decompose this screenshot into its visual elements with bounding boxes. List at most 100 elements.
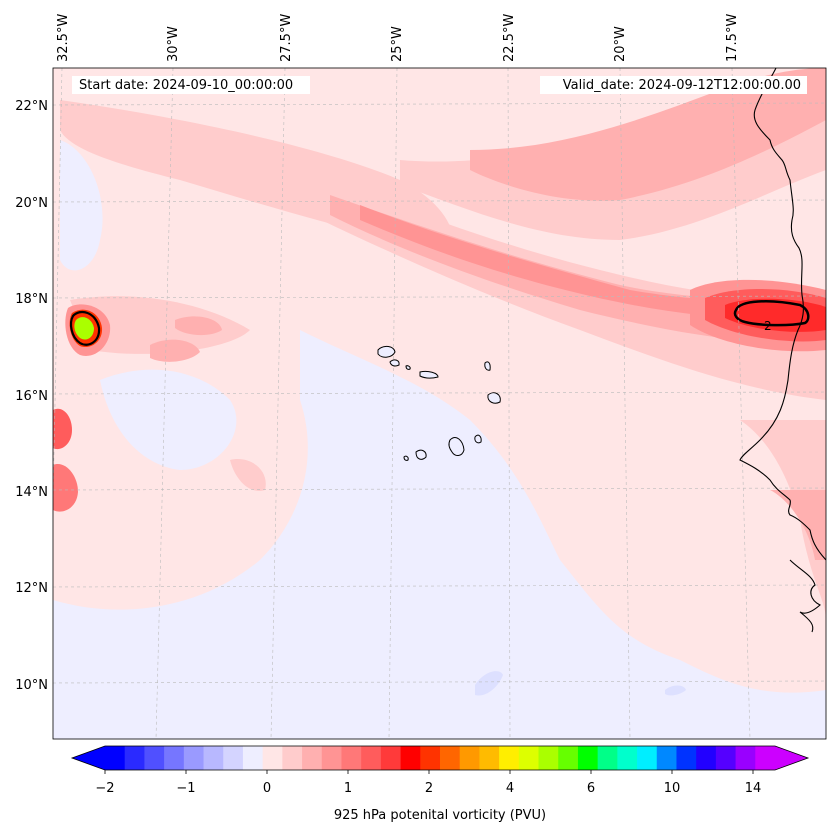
colorbar-cell	[341, 746, 362, 770]
colorbar-cell	[144, 746, 165, 770]
negative-pv-area	[53, 330, 826, 739]
colorbar-title: 925 hPa potenital vorticity (PVU)	[333, 808, 547, 823]
colorbar-tick-label: 4	[506, 781, 514, 796]
colorbar-cell	[479, 746, 500, 770]
colorbar-cell	[242, 746, 264, 770]
island-sao-vicente	[389, 359, 400, 367]
island-fogo	[415, 449, 427, 460]
island-santa-luzia	[405, 365, 411, 370]
lat-label: 20°N	[15, 196, 48, 211]
colorbar-tick-label: 0	[263, 781, 271, 796]
colorbar-tick-label: 6	[587, 781, 595, 796]
pv-band-upper	[470, 68, 826, 201]
start-date-box	[72, 76, 310, 94]
colorbar-cell	[203, 746, 224, 770]
island-boa-vista	[487, 392, 501, 404]
lon-label: 27.5°W	[279, 14, 294, 62]
island-brava	[403, 455, 409, 461]
valid-date-box	[540, 76, 807, 94]
colorbar-tick-label: −1	[176, 781, 195, 796]
colorbar-tick-label: −2	[95, 781, 114, 796]
lon-label: 30°W	[166, 26, 181, 62]
colorbar: −2 −1 0 1 2 4 6 10 14	[70, 745, 810, 796]
colorbar-cell	[183, 746, 205, 770]
pv-hotspot-edge	[53, 464, 78, 512]
lon-label: 25°W	[390, 26, 405, 62]
latitude-labels: 22°N 20°N 18°N 16°N 14°N 12°N 10°N	[15, 99, 48, 693]
colorbar-cell	[676, 746, 697, 770]
colorbar-cell	[420, 746, 441, 770]
lon-label: 17.5°W	[725, 14, 740, 62]
colorbar-cell	[321, 746, 342, 770]
island-santiago	[448, 437, 465, 456]
colorbar-cell	[302, 746, 323, 770]
pv-hotspot-core	[74, 317, 94, 340]
african-coastline-south	[789, 559, 821, 633]
colorbar-cell	[558, 746, 579, 770]
lon-label: 32.5°W	[56, 14, 71, 62]
colorbar-cell	[223, 746, 244, 770]
colorbar-tick-label: 14	[745, 781, 762, 796]
colorbar-tick-label: 1	[344, 781, 352, 796]
colorbar-cell	[518, 746, 540, 770]
colorbar-cell	[715, 746, 737, 770]
colorbar-cell	[656, 746, 677, 770]
colorbar-tick-label: 10	[664, 781, 681, 796]
colorbar-extend-max	[775, 746, 808, 770]
island-maio	[474, 434, 482, 444]
colorbar-cell	[164, 746, 185, 770]
lat-label: 12°N	[15, 581, 48, 596]
colorbar-cell	[597, 746, 618, 770]
colorbar-cell	[459, 746, 480, 770]
colorbar-extend-min	[72, 746, 105, 770]
coastal-pv	[770, 490, 826, 560]
pv-field: 2	[53, 68, 826, 739]
colorbar-cell	[696, 746, 717, 770]
colorbar-cell	[262, 746, 283, 770]
pv-patch	[475, 671, 503, 696]
longitude-labels: 32.5°W 30°W 27.5°W 25°W 22.5°W 20°W 17.5…	[56, 14, 740, 62]
island-sal	[484, 361, 491, 371]
colorbar-cells	[105, 746, 776, 770]
graticule	[53, 68, 826, 739]
colorbar-ticks: −2 −1 0 1 2 4 6 10 14	[95, 770, 761, 796]
map-frame	[52, 67, 827, 740]
pv-patch	[665, 685, 686, 696]
colorbar-cell	[282, 746, 303, 770]
lon-label: 22.5°W	[502, 14, 517, 62]
start-date-label: Start date: 2024-09-10_00:00:00	[79, 78, 294, 93]
pv-patch	[230, 459, 266, 491]
pv-hotspot-contour	[69, 310, 101, 346]
lat-label: 22°N	[15, 99, 48, 114]
colorbar-cell	[755, 746, 776, 770]
pv-patch	[150, 339, 200, 362]
colorbar-cell	[105, 746, 126, 770]
cape-verde-islands	[377, 345, 501, 461]
colorbar-cell	[735, 746, 756, 770]
colorbar-cell	[440, 746, 461, 770]
colorbar-cell	[637, 746, 658, 770]
african-coastline	[739, 68, 826, 561]
valid-date-label: Valid_date: 2024-09-12T12:00:00.00	[562, 78, 801, 93]
colorbar-cell	[400, 746, 421, 770]
negative-pv-area	[60, 140, 103, 271]
pv-hotspot-edge	[53, 408, 72, 450]
colorbar-cell	[499, 746, 520, 770]
colorbar-cell	[380, 746, 402, 770]
pv-patch	[175, 316, 222, 336]
lon-label: 20°W	[613, 26, 628, 62]
contour-label: 2	[764, 319, 772, 333]
colorbar-cell	[538, 746, 559, 770]
colorbar-cell	[617, 746, 638, 770]
island-sao-nicolau	[419, 370, 439, 379]
colorbar-tick-label: 2	[425, 781, 433, 796]
pv-2-contour	[733, 300, 810, 327]
island-santo-antao	[377, 345, 396, 358]
colorbar-cell	[361, 746, 382, 770]
lat-label: 14°N	[15, 485, 48, 500]
lat-label: 16°N	[15, 389, 48, 404]
colorbar-cell	[577, 746, 599, 770]
colorbar-cell	[124, 746, 145, 770]
negative-pv-area	[461, 597, 600, 690]
